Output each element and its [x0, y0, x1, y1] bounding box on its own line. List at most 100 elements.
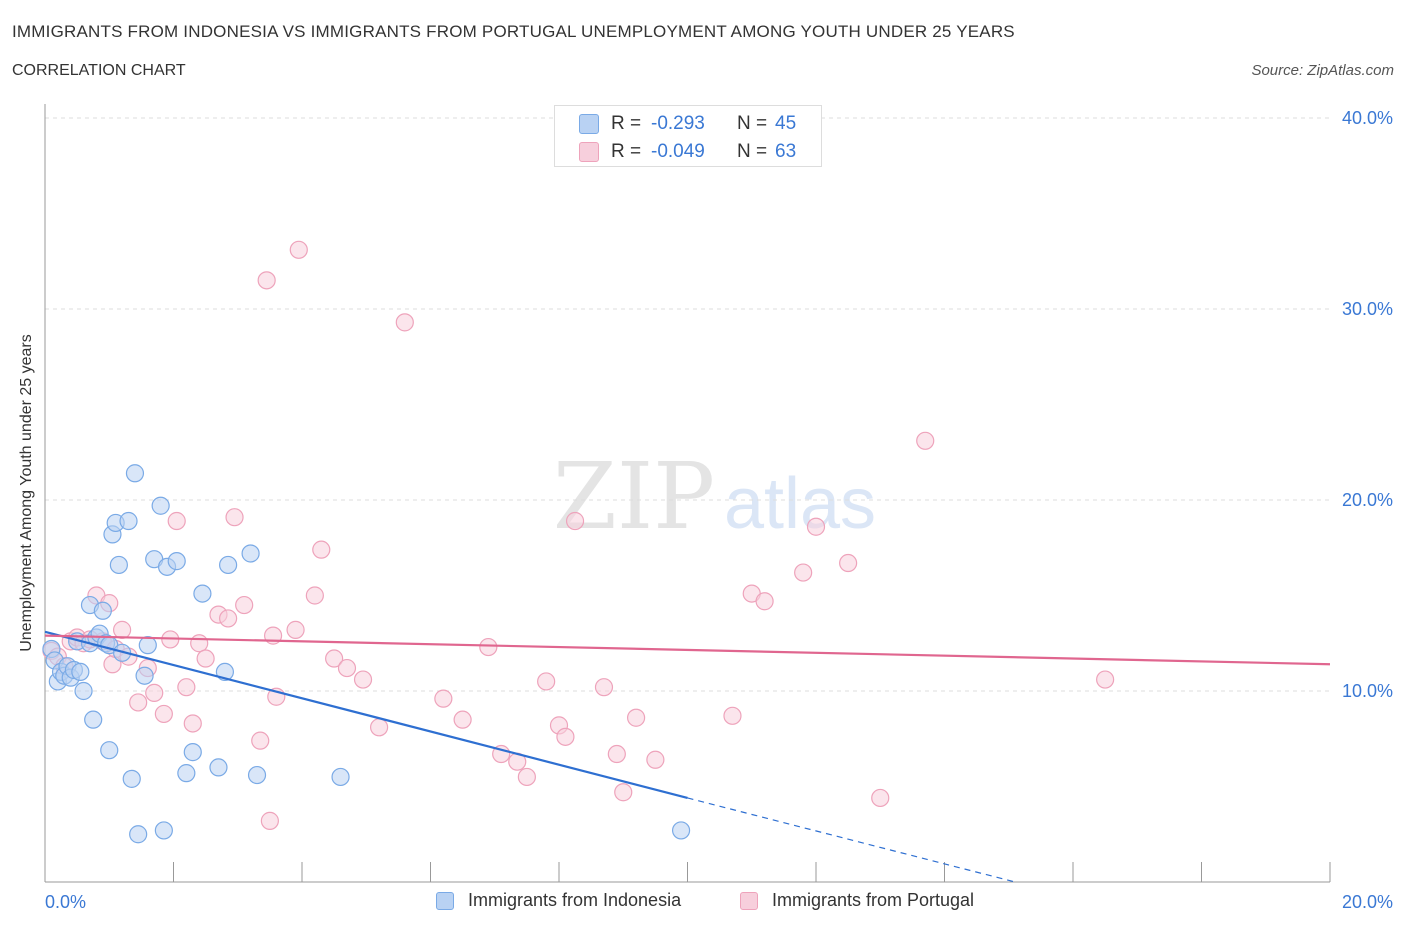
- point-indonesia-36: [183, 743, 202, 762]
- legend-n-value: 45: [775, 113, 797, 134]
- legend-r-value: -0.293: [651, 113, 705, 134]
- point-portugal-63: [871, 788, 890, 808]
- legend-n-label: N =: [737, 113, 768, 134]
- point-indonesia-16: [93, 601, 112, 620]
- point-portugal-59: [755, 592, 774, 611]
- point-indonesia-9: [71, 662, 90, 682]
- correlation-legend: R = -0.293 N = 45 R = -0.049 N = 63: [554, 105, 822, 167]
- trend-line-indonesia-extension: [687, 797, 1016, 883]
- legend-label-portugal: Immigrants from Portugal: [772, 890, 975, 910]
- legend-item-portugal[interactable]: Immigrants from Portugal: [740, 890, 974, 911]
- point-indonesia-31: [151, 496, 170, 515]
- trend-lines: [44, 630, 1331, 883]
- point-portugal-42: [434, 689, 453, 708]
- point-portugal-55: [626, 708, 646, 727]
- point-portugal-21: [183, 714, 202, 733]
- watermark-zip: ZIP: [553, 443, 715, 550]
- point-portugal-64: [916, 431, 935, 450]
- point-indonesia-41: [241, 544, 260, 563]
- point-portugal-23: [196, 649, 215, 668]
- point-indonesia-13: [84, 710, 103, 729]
- point-portugal-26: [225, 508, 244, 527]
- point-indonesia-37: [193, 584, 212, 603]
- y-tick-label-3: 40.0%: [1342, 108, 1393, 128]
- legend-item-indonesia[interactable]: Immigrants from Indonesia: [436, 890, 681, 911]
- watermark-atlas: atlas: [724, 464, 876, 544]
- point-portugal-48: [537, 672, 556, 691]
- legend-n-label: N =: [737, 141, 768, 162]
- point-portugal-62: [839, 553, 858, 573]
- point-portugal-51: [565, 511, 585, 531]
- legend-r-label: R =: [611, 113, 642, 134]
- legend-row-portugal: R = -0.049 N = 63: [579, 140, 796, 164]
- point-indonesia-43: [331, 767, 350, 787]
- legend-swatch-indonesia: [436, 891, 454, 910]
- point-portugal-14: [129, 693, 148, 712]
- y-tick-label-2: 30.0%: [1342, 299, 1393, 319]
- point-indonesia-28: [135, 666, 154, 685]
- point-portugal-47: [517, 767, 536, 787]
- point-indonesia-24: [119, 511, 138, 531]
- point-indonesia-25: [122, 769, 141, 788]
- point-portugal-12: [112, 620, 132, 639]
- point-portugal-53: [607, 744, 626, 764]
- legend-n-value: 63: [775, 141, 797, 162]
- point-portugal-44: [479, 637, 498, 657]
- x-tick-label-1: 20.0%: [1342, 892, 1393, 912]
- legend-swatch-portugal: [579, 142, 599, 162]
- legend-swatch-portugal: [740, 891, 758, 910]
- point-portugal-60: [794, 563, 813, 582]
- point-portugal-28: [251, 731, 270, 750]
- point-portugal-25: [219, 609, 238, 628]
- point-portugal-35: [305, 586, 324, 605]
- source-label: Source: ZipAtlas.com: [1251, 62, 1394, 79]
- point-portugal-50: [556, 727, 575, 746]
- legend-r-value: -0.049: [651, 141, 705, 162]
- point-indonesia-34: [167, 552, 186, 571]
- series-indonesia-points: [42, 464, 691, 844]
- point-indonesia-26: [125, 464, 145, 483]
- point-portugal-38: [337, 658, 357, 678]
- point-portugal-54: [614, 783, 633, 802]
- legend-row-indonesia: R = -0.293 N = 45: [579, 112, 796, 136]
- point-portugal-30: [260, 811, 279, 830]
- point-portugal-29: [257, 271, 276, 290]
- series-legend: Immigrants from Indonesia Immigrants fro…: [0, 890, 1406, 914]
- tick-labels: 10.0% 20.0% 30.0% 40.0% 0.0% 20.0%: [45, 108, 1393, 912]
- trend-line-portugal: [44, 634, 1331, 666]
- legend-r-label: R =: [611, 141, 642, 162]
- point-portugal-57: [723, 706, 742, 725]
- point-indonesia-29: [138, 636, 157, 655]
- chart-title: IMMIGRANTS FROM INDONESIA VS IMMIGRANTS …: [12, 22, 1015, 41]
- point-indonesia-40: [219, 555, 238, 575]
- point-indonesia-27: [129, 825, 148, 844]
- point-portugal-37: [325, 649, 344, 668]
- watermark: ZIP atlas: [553, 443, 876, 550]
- point-portugal-41: [395, 313, 414, 332]
- legend-label-indonesia: Immigrants from Indonesia: [468, 890, 682, 910]
- point-portugal-65: [1096, 670, 1115, 689]
- point-indonesia-32: [154, 821, 173, 840]
- point-indonesia-10: [74, 681, 93, 701]
- point-portugal-40: [370, 718, 389, 737]
- point-portugal-17: [154, 704, 173, 724]
- x-tick-label-0: 0.0%: [45, 892, 86, 912]
- point-portugal-19: [167, 511, 186, 531]
- point-portugal-36: [312, 540, 331, 559]
- point-portugal-27: [235, 595, 254, 615]
- point-portugal-52: [594, 678, 614, 697]
- point-portugal-56: [646, 750, 665, 769]
- point-indonesia-35: [177, 764, 196, 783]
- point-indonesia-44: [671, 821, 691, 840]
- point-portugal-43: [453, 710, 472, 729]
- point-indonesia-19: [100, 741, 119, 760]
- point-portugal-33: [286, 620, 305, 639]
- y-tick-label-1: 20.0%: [1342, 490, 1393, 510]
- point-portugal-22: [190, 634, 209, 653]
- legend-swatch-indonesia: [579, 114, 599, 134]
- chart-subtitle: CORRELATION CHART: [12, 62, 186, 79]
- point-indonesia-42: [247, 765, 267, 785]
- point-portugal-34: [289, 240, 308, 259]
- point-portugal-39: [353, 670, 373, 689]
- point-portugal-20: [177, 678, 196, 697]
